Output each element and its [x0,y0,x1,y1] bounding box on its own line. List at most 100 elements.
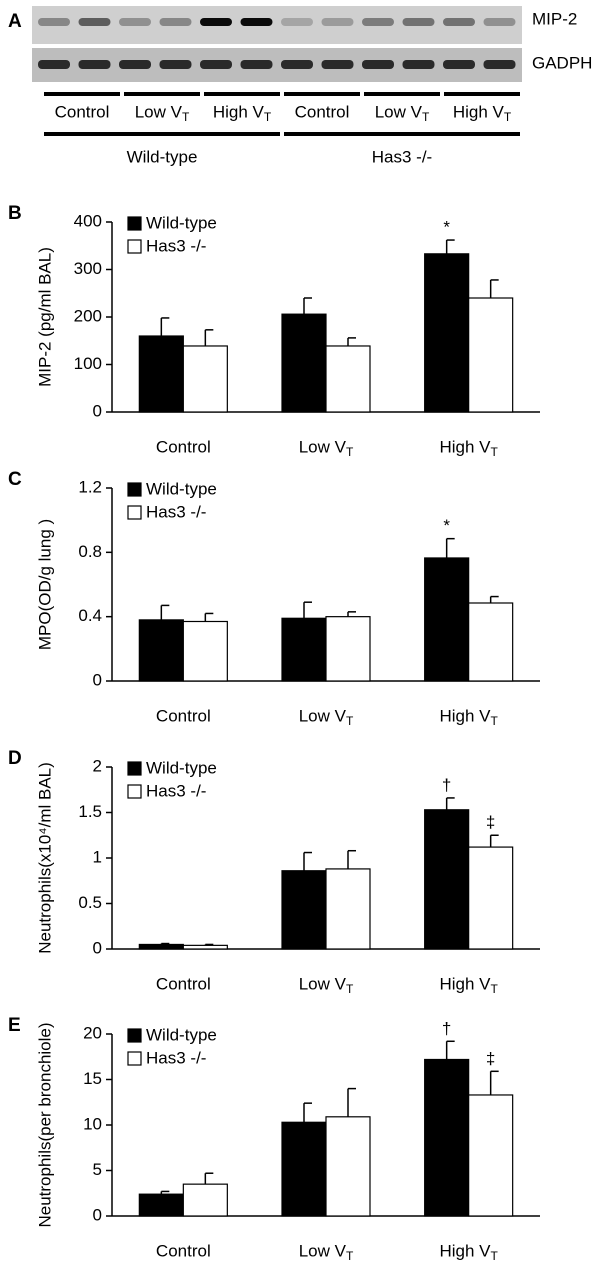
significance-marker: † [442,1019,451,1038]
subscript: T [491,445,499,459]
blot-band [443,18,475,26]
bar [424,253,470,413]
error-bar [204,329,214,346]
x-tick-label: High VT [439,437,498,459]
bar [325,1116,371,1217]
error-bar [204,943,214,946]
subscript: T [346,1249,354,1263]
legend-swatch [127,1028,142,1043]
legend-swatch [127,784,142,799]
lane-label: High VT [213,102,272,124]
significance-marker: ‡ [486,813,495,832]
lane-label: Low VT [375,102,430,124]
legend-swatch [127,505,142,520]
bar [281,870,327,950]
y-tick-label: 200 [74,306,102,325]
blot-band [119,18,151,26]
error-bar [303,297,312,315]
blot-band [443,60,475,69]
y-tick-label: 1 [93,847,102,866]
blot-band [483,60,516,69]
error-bar [445,537,455,558]
bar [468,846,514,950]
bar [182,620,228,682]
panel-letter: C [8,469,22,490]
legend-swatch [127,1051,142,1066]
y-tick-label: 1.5 [78,802,102,821]
y-tick-label: 1.2 [78,477,102,496]
group-label: Wild-type [127,147,198,166]
blot-band [119,60,151,69]
error-bar [303,851,312,871]
x-tick-label: Control [156,706,211,725]
legend-label: Wild-type [146,758,217,777]
y-tick-label: 400 [74,211,102,230]
error-bar [347,337,356,346]
error-bar [160,317,170,336]
legend-label: Wild-type [146,213,217,232]
y-tick-label: 15 [83,1069,102,1088]
error-bar [160,942,170,945]
blot-band [402,18,435,26]
legend-swatch [127,761,142,776]
subscript: T [491,1249,499,1263]
significance-marker: * [443,218,450,237]
subscript: T [504,110,512,124]
bar [138,1193,184,1217]
legend-label: Has3 -/- [146,1048,206,1067]
blot-band [78,60,111,69]
blot-band [362,60,394,69]
lane-label: Control [295,102,350,121]
subscript: T [346,982,354,996]
x-tick-label: Low VT [299,437,354,459]
error-bar [445,239,455,254]
error-bar [303,601,312,619]
bar [281,1121,327,1217]
x-tick-label: Low VT [299,1241,354,1263]
error-bar [347,849,356,869]
error-bar [445,797,455,810]
y-tick-label: 0 [93,1205,102,1224]
y-tick-label: 0 [93,938,102,957]
blot-image [32,6,522,82]
group-label: Has3 -/- [372,147,432,166]
x-tick-label: High VT [439,706,498,728]
y-tick-label: 0 [93,670,102,689]
blot-band [159,60,192,69]
blot-band [321,60,354,69]
x-tick-label: Control [156,437,211,456]
y-axis-label: MPO(OD/g lung ) [35,519,54,650]
bar [182,345,228,413]
legend-swatch [127,482,142,497]
y-tick-label: 0.5 [78,893,102,912]
subscript: T [491,982,499,996]
blot-strip [32,6,522,44]
blot-band [38,60,70,69]
x-tick-label: Low VT [299,974,354,996]
x-tick-label: Low VT [299,706,354,728]
legend-label: Wild-type [146,479,217,498]
legend-label: Has3 -/- [146,502,206,521]
panel-letter: B [8,203,22,224]
legend-label: Has3 -/- [146,781,206,800]
subscript: T [491,714,499,728]
error-bar [160,604,170,620]
error-bar [303,1102,312,1123]
bar [325,616,371,682]
error-bar [489,834,499,848]
blot-band [281,60,313,69]
significance-marker: * [443,516,450,535]
bar [424,809,470,950]
y-tick-label: 2 [93,756,102,775]
bar [424,557,470,682]
significance-marker: ‡ [486,1049,495,1068]
legend-swatch [127,239,142,254]
panel-letter: A [8,11,22,32]
blot-band [483,18,516,26]
y-tick-label: 0.4 [78,606,102,625]
blot-band [281,18,313,26]
bar [424,1058,470,1217]
y-tick-label: 10 [83,1114,102,1133]
blot-band [200,18,232,26]
